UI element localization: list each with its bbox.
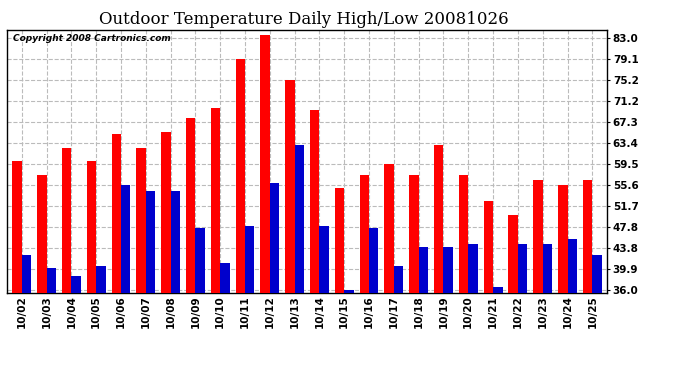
Bar: [195, 228, 205, 375]
Bar: [459, 175, 469, 375]
Bar: [161, 132, 170, 375]
Bar: [493, 287, 502, 375]
Bar: [47, 268, 56, 375]
Bar: [434, 145, 444, 375]
Bar: [87, 161, 96, 375]
Bar: [310, 110, 319, 375]
Bar: [444, 247, 453, 375]
Bar: [484, 201, 493, 375]
Bar: [409, 175, 419, 375]
Bar: [533, 180, 543, 375]
Bar: [146, 191, 155, 375]
Bar: [285, 80, 295, 375]
Bar: [319, 225, 329, 375]
Text: Outdoor Temperature Daily High/Low 20081026: Outdoor Temperature Daily High/Low 20081…: [99, 11, 509, 28]
Bar: [22, 255, 31, 375]
Bar: [62, 148, 71, 375]
Bar: [137, 148, 146, 375]
Bar: [96, 266, 106, 375]
Bar: [592, 255, 602, 375]
Bar: [558, 185, 567, 375]
Bar: [509, 215, 518, 375]
Bar: [270, 183, 279, 375]
Bar: [518, 244, 527, 375]
Bar: [359, 175, 369, 375]
Bar: [419, 247, 428, 375]
Bar: [567, 239, 577, 375]
Bar: [335, 188, 344, 375]
Bar: [245, 225, 255, 375]
Bar: [344, 290, 354, 375]
Bar: [369, 228, 379, 375]
Bar: [394, 266, 403, 375]
Bar: [112, 135, 121, 375]
Bar: [220, 263, 230, 375]
Bar: [543, 244, 552, 375]
Bar: [12, 161, 22, 375]
Bar: [121, 185, 130, 375]
Bar: [235, 60, 245, 375]
Bar: [186, 118, 195, 375]
Bar: [583, 180, 592, 375]
Bar: [170, 191, 180, 375]
Bar: [295, 145, 304, 375]
Bar: [384, 164, 394, 375]
Bar: [37, 175, 47, 375]
Bar: [469, 244, 477, 375]
Bar: [211, 108, 220, 375]
Text: Copyright 2008 Cartronics.com: Copyright 2008 Cartronics.com: [13, 34, 170, 43]
Bar: [71, 276, 81, 375]
Bar: [260, 35, 270, 375]
